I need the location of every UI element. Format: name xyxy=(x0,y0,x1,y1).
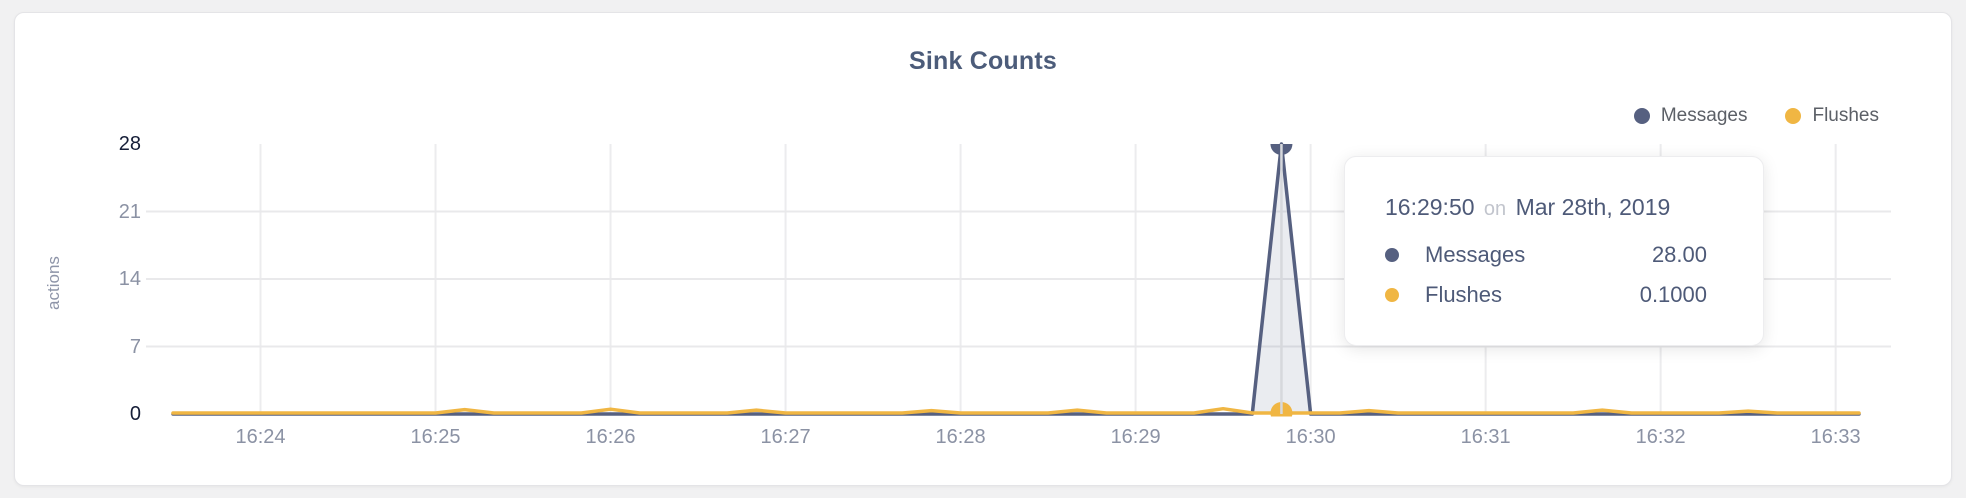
tooltip: 16:29:50 on Mar 28th, 2019 Messages 28.0… xyxy=(1344,156,1764,346)
legend-label-flushes: Flushes xyxy=(1812,105,1879,126)
tooltip-dot-flushes-icon xyxy=(1385,288,1399,302)
legend-item-flushes[interactable]: Flushes xyxy=(1785,105,1879,127)
legend-dot-messages-icon xyxy=(1633,108,1650,124)
legend-dot-flushes-icon xyxy=(1785,108,1802,124)
tooltip-header: 16:29:50 on Mar 28th, 2019 xyxy=(1385,195,1707,221)
legend-label-messages: Messages xyxy=(1660,105,1748,126)
chart-card: Sink Counts Messages Flushes actions 16:… xyxy=(14,12,1952,486)
tooltip-series-value: 0.1000 xyxy=(1639,282,1707,307)
tooltip-series-value: 28.00 xyxy=(1651,242,1707,267)
legend-item-messages[interactable]: Messages xyxy=(1633,105,1748,127)
legend: Messages Flushes xyxy=(1633,105,1879,127)
series-line-flushes xyxy=(171,406,1861,415)
tooltip-series-label: Messages xyxy=(1425,242,1526,267)
tooltip-dot-messages-icon xyxy=(1385,248,1399,262)
chart-title: Sink Counts xyxy=(908,47,1058,75)
tooltip-time: 16:29:50 xyxy=(1385,194,1475,220)
tooltip-row-messages: Messages 28.00 xyxy=(1385,235,1707,275)
tooltip-series-label: Flushes xyxy=(1425,282,1503,307)
tooltip-connector: on xyxy=(1483,198,1507,220)
tooltip-date: Mar 28th, 2019 xyxy=(1515,194,1671,220)
tooltip-row-flushes: Flushes 0.1000 xyxy=(1385,275,1707,315)
